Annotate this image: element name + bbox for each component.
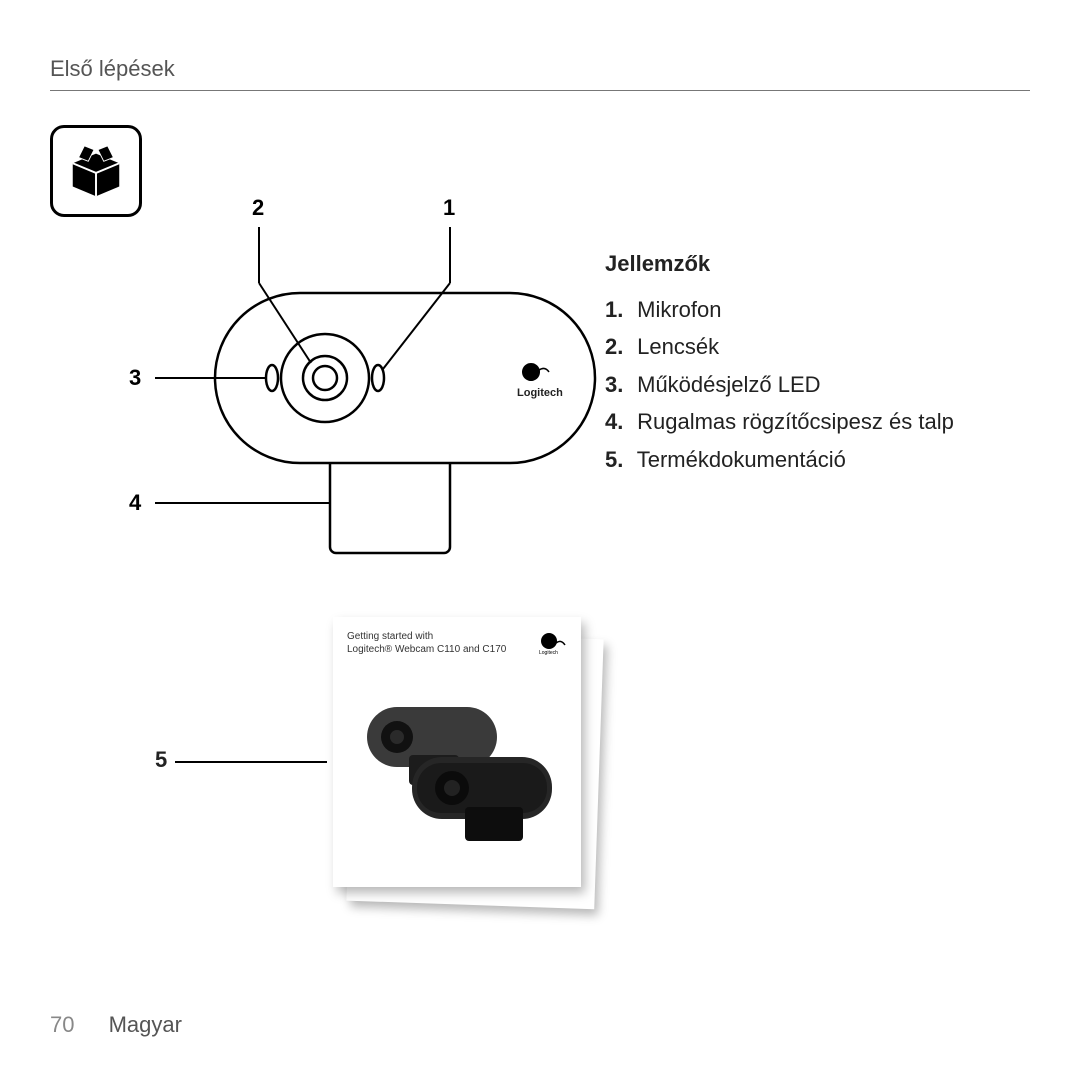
booklet-product-image [357, 697, 557, 857]
list-item-number: 1. [605, 291, 631, 328]
callout-1: 1 [443, 195, 455, 221]
list-item-label: Rugalmas rögzítőcsipesz és talp [637, 409, 954, 434]
list-item: 5. Termékdokumentáció [605, 441, 1075, 478]
list-item: 3. Működésjelző LED [605, 366, 1075, 403]
page-header-title: Első lépések [50, 56, 1030, 88]
diagram-brand-text: Logitech [517, 387, 563, 399]
callout-4: 4 [129, 490, 141, 516]
list-item-number: 4. [605, 403, 631, 440]
features-title: Jellemzők [605, 251, 1075, 277]
package-icon [50, 125, 142, 217]
documentation-diagram: 5 Getting started with Logitech® Webcam … [155, 627, 615, 927]
callout-5: 5 [155, 747, 167, 773]
booklet-front-page: Getting started with Logitech® Webcam C1… [333, 617, 581, 887]
booklet-stack: Getting started with Logitech® Webcam C1… [327, 617, 607, 907]
list-item-number: 5. [605, 441, 631, 478]
list-item-number: 3. [605, 366, 631, 403]
booklet-title-line2: Logitech® Webcam C110 and C170 [347, 644, 506, 657]
content-area: 1 2 3 4 Logitech Jellemzők 1. Mikrofon 2… [50, 91, 1030, 951]
webcam-diagram: 1 2 3 4 Logitech [155, 223, 615, 583]
page-footer: 70 Magyar [50, 1012, 182, 1038]
booklet-title: Getting started with Logitech® Webcam C1… [347, 631, 506, 656]
callout-3: 3 [129, 365, 141, 391]
features-section: Jellemzők 1. Mikrofon 2. Lencsék 3. Műkö… [605, 251, 1075, 478]
list-item-label: Működésjelző LED [637, 372, 820, 397]
features-list: 1. Mikrofon 2. Lencsék 3. Működésjelző L… [605, 291, 1075, 478]
list-item-number: 2. [605, 328, 631, 365]
list-item: 4. Rugalmas rögzítőcsipesz és talp [605, 403, 1075, 440]
page-number: 70 [50, 1012, 74, 1037]
callout-2: 2 [252, 195, 264, 221]
list-item-label: Mikrofon [637, 297, 721, 322]
page-language: Magyar [109, 1012, 182, 1037]
list-item-label: Lencsék [637, 334, 719, 359]
callout-5-leader [175, 761, 327, 763]
list-item: 1. Mikrofon [605, 291, 1075, 328]
list-item-label: Termékdokumentáció [637, 447, 846, 472]
logitech-logo-icon: Logitech [539, 631, 567, 655]
list-item: 2. Lencsék [605, 328, 1075, 365]
booklet-title-line1: Getting started with [347, 631, 506, 644]
svg-text:Logitech: Logitech [539, 650, 558, 655]
